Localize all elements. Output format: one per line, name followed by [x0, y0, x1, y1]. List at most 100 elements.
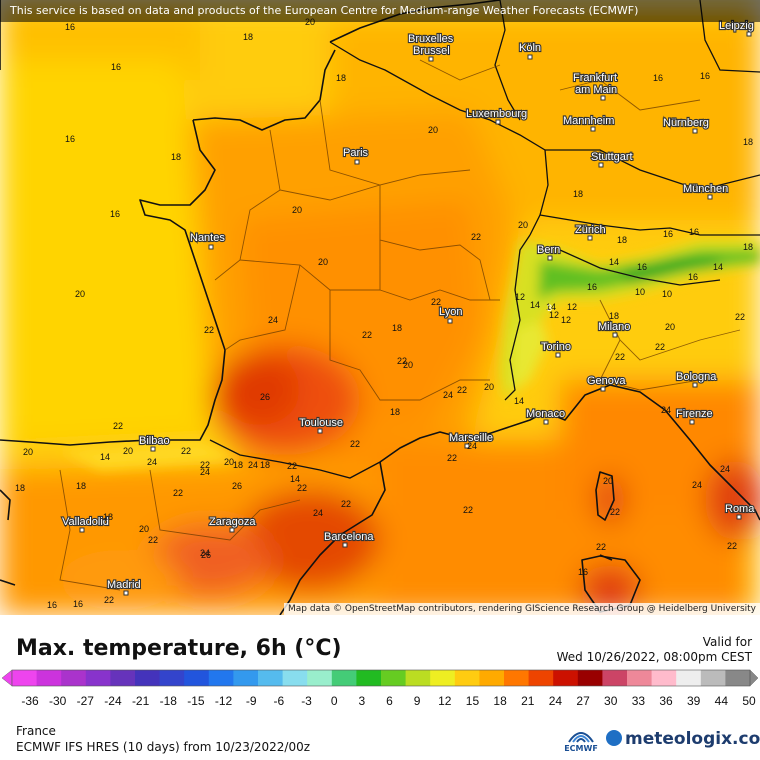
isotherm-value: 26 [201, 550, 211, 560]
colorbar-tick-label: 27 [576, 694, 590, 708]
valid-label: Valid for [702, 635, 752, 649]
city-label: Mannheim [563, 115, 614, 127]
isotherm-value: 22 [200, 460, 210, 470]
isotherm-value: 24 [661, 405, 671, 415]
colorbar-segment [577, 670, 603, 686]
isotherm-value: 20 [23, 447, 33, 457]
city-label: Monaco [526, 408, 565, 420]
city-label: Torino [541, 341, 571, 353]
isotherm-value: 18 [392, 323, 402, 333]
isotherm-value: 16 [111, 62, 121, 72]
isotherm-value: 16 [110, 209, 120, 219]
isotherm-value: 22 [341, 499, 351, 509]
isotherm-value: 24 [467, 441, 477, 451]
valid-date: Wed 10/26/2022, 08:00pm CEST [556, 650, 752, 664]
city-label: Bruxelles [408, 33, 454, 45]
colorbar-segment [184, 670, 210, 686]
isotherm-value: 14 [713, 262, 723, 272]
isotherm-value: 22 [463, 505, 473, 515]
temperature-map[interactable]: Bruxelles Brussel Köln Leipzig Frankfurt… [0, 0, 760, 615]
ecmwf-disclaimer: This service is based on data and produc… [0, 0, 760, 22]
colorbar-tick-label: -24 [104, 694, 122, 708]
city-label: Valladolid [62, 516, 109, 528]
city-label: Firenze [676, 408, 713, 420]
city-markers [79, 31, 752, 596]
colorbar-segment [627, 670, 653, 686]
isotherm-value: 22 [148, 535, 158, 545]
city-label: Marseille [449, 432, 493, 444]
colorbar-tick-label: -30 [49, 694, 67, 708]
colorbar-tick-label: 3 [359, 694, 366, 708]
city-label: Köln [519, 42, 541, 54]
colorbar-tick-label: 24 [549, 694, 563, 708]
colorbar-segment [233, 670, 259, 686]
colorbar-tick-label: 33 [632, 694, 646, 708]
city-label: Zaragoza [209, 516, 256, 528]
country-borders [209, 0, 760, 479]
region-label: France [16, 724, 56, 738]
isotherm-value: 16 [578, 567, 588, 577]
map-attribution[interactable]: Map data © OpenStreetMap contributors, r… [284, 603, 760, 615]
colorbar-tick-label: 39 [687, 694, 701, 708]
ecmwf-logo-icon [568, 732, 594, 743]
colorbar-segment [405, 670, 431, 686]
isotherm-value: 20 [123, 446, 133, 456]
city-label: Lyon [439, 306, 462, 318]
city-label: Paris [343, 147, 369, 159]
city-label: Barcelona [324, 531, 374, 543]
isotherm-value: 22 [173, 488, 183, 498]
isotherm-value: 16 [73, 599, 83, 609]
isotherm-value: 24 [200, 548, 210, 558]
colorbar-tick-label: -36 [21, 694, 39, 708]
region-borders [59, 59, 741, 591]
city-label: Leipzig [719, 20, 754, 32]
isotherm-value: 16 [637, 262, 647, 272]
isotherm-value: 20 [139, 524, 149, 534]
colorbar-tick-label: -9 [246, 694, 257, 708]
isotherm-value: 24 [313, 508, 323, 518]
isotherm-value: 10 [662, 289, 672, 299]
colorbar-tick-label: 30 [604, 694, 618, 708]
isotherm-value: 22 [615, 352, 625, 362]
isotherm-value: 22 [655, 342, 665, 352]
valid-info: Valid for Wed 10/26/2022, 08:00pm CEST [557, 635, 752, 665]
colorbar-segment [381, 670, 407, 686]
isotherm-value: 22 [457, 385, 467, 395]
isotherm-value: 20 [428, 125, 438, 135]
isotherm-value: 20 [224, 457, 234, 467]
colorbar-tick-label: -6 [274, 694, 285, 708]
city-label: Brussel [413, 45, 450, 57]
meteologix-logo[interactable]: meteologix.com [606, 729, 760, 749]
isotherm-value: 24 [268, 315, 278, 325]
city-label: Toulouse [299, 417, 343, 429]
isotherm-value: 20 [484, 382, 494, 392]
city-label: Genova [587, 375, 626, 387]
isotherm-value: 20 [318, 257, 328, 267]
isotherm-value: 22 [471, 232, 481, 242]
colorbar-tick-label: 6 [386, 694, 393, 708]
isotherm-value: 14 [514, 396, 524, 406]
colorbar-segment [159, 670, 185, 686]
isotherm-value: 24 [147, 457, 157, 467]
model-run-label: ECMWF IFS HRES (10 days) from 10/23/2022… [16, 740, 311, 754]
colorbar-segment [135, 670, 161, 686]
city-label: Stuttgart [591, 151, 633, 163]
isotherm-value: 22 [104, 595, 114, 605]
colorbar-segment [85, 670, 111, 686]
ecmwf-logo[interactable]: ECMWF [561, 726, 601, 756]
colorbar-segment [36, 670, 62, 686]
isotherm-value: 14 [290, 474, 300, 484]
colorbar-segment [553, 670, 579, 686]
colorbar-segment [356, 670, 382, 686]
isotherm-value: 24 [720, 464, 730, 474]
colorbar-tick-label: 44 [715, 694, 729, 708]
city-label: Nürnberg [663, 117, 709, 129]
isotherm-value: 18 [390, 407, 400, 417]
isotherm-value: 22 [204, 325, 214, 335]
colorbar-tick-label: 36 [659, 694, 673, 708]
isotherm-value: 22 [735, 312, 745, 322]
isotherm-value: 18 [617, 235, 627, 245]
colorbar-tick-label: -12 [215, 694, 233, 708]
colorbar-left-arrow [1, 669, 13, 687]
city-label: am Main [575, 84, 617, 96]
